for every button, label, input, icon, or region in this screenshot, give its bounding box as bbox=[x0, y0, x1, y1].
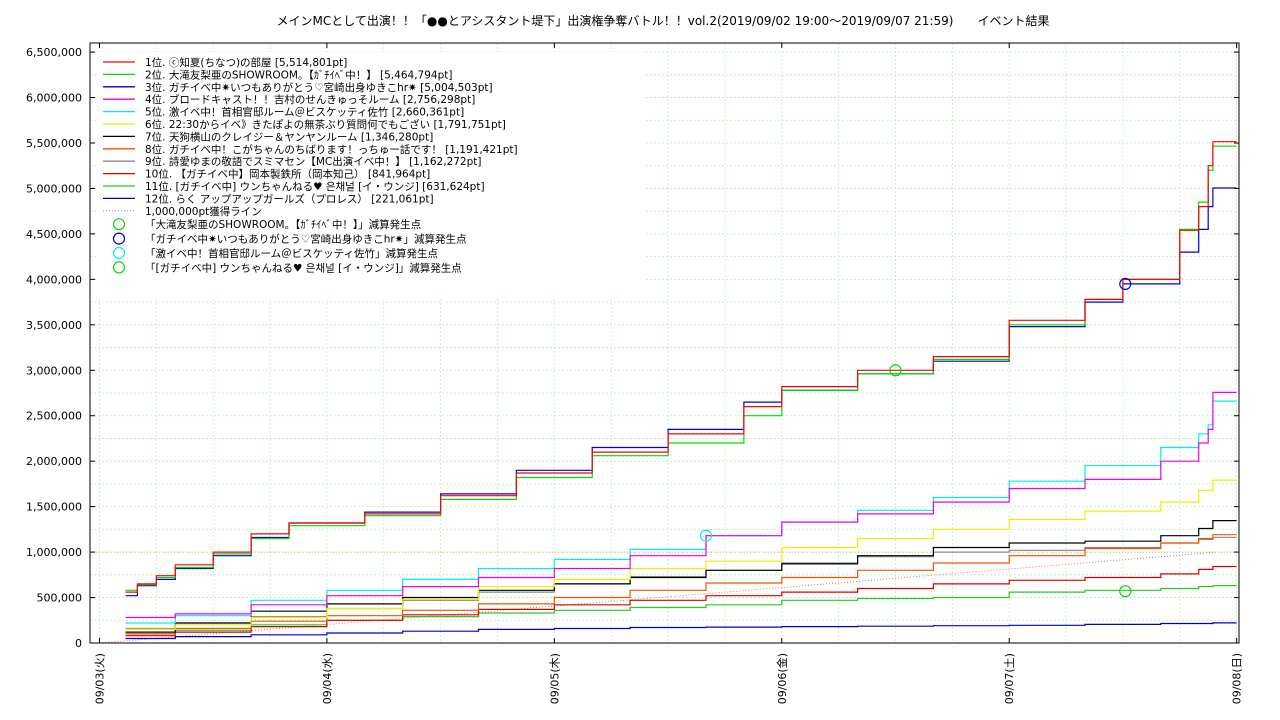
legend-label: 3位. ガチイベ中✷いつもありがとう♡宮崎出身ゆきこhr✷ [5,004,503… bbox=[145, 81, 493, 94]
legend-label: 1,000,000pt獲得ライン bbox=[145, 205, 262, 218]
series-line bbox=[125, 534, 1237, 635]
drop-marker bbox=[889, 364, 902, 377]
legend-label: 7位. 天狗横山のクレイジー＆ヤンヤンルーム [1,346,280pt] bbox=[145, 130, 433, 143]
legend-label: 1位. ⓒ知夏(ちなつ)の部屋 [5,514,801pt] bbox=[145, 56, 347, 69]
series-line bbox=[125, 622, 1237, 640]
legend-label: 「ガチイベ中✷いつもありがとう♡宮崎出身ゆきこhr✷」減算発生点 bbox=[145, 233, 466, 246]
series-line bbox=[125, 391, 1237, 619]
legend-label: 8位. ガチイベ中！こがちゃんのちばります！っちゅー話です！ [1,191,42… bbox=[145, 143, 518, 156]
legend-marker bbox=[112, 232, 126, 245]
y-tick-label: 4,500,000 bbox=[26, 228, 82, 241]
legend-label: 2位. 大滝友梨亜のSHOWROOM。【ｶﾞﾁｲﾍﾞ中！】 [5,464,794… bbox=[145, 68, 452, 81]
chart-title: メインMCとして出演！！「●●とアシスタント堤下」出演権争奪バトル！！vol.2… bbox=[277, 13, 1050, 28]
series-line bbox=[125, 141, 1237, 593]
legend: 1位. ⓒ知夏(ちなつ)の部屋 [5,514,801pt]2位. 大滝友梨亜のS… bbox=[96, 52, 646, 298]
legend-background bbox=[96, 52, 646, 298]
y-tick-label: 1,500,000 bbox=[26, 501, 82, 514]
reference-line bbox=[99, 551, 1218, 644]
legend-label: 10位. 【ガチイベ中】岡本製鉄所（岡本知己） [841,964pt] bbox=[145, 168, 430, 181]
y-tick-label: 6,500,000 bbox=[26, 46, 82, 59]
y-tick-label: 4,000,000 bbox=[26, 273, 82, 286]
legend-label: 5位. 激イベ中！首相官邸ルーム＠ビスケッティ佐竹 [2,660,361pt] bbox=[145, 106, 464, 119]
x-axis: 09/03(火) 09/04(水) 09/05(木) 09/06(金) 09/07(土)… bbox=[93, 43, 1244, 704]
x-tick-label: 09/07(土) bbox=[1003, 653, 1016, 704]
y-axis: 0 500,000 1,000,000 1,500,000 2,000,000 2,500… bbox=[26, 46, 1239, 650]
drop-marker bbox=[1119, 277, 1132, 291]
series-line bbox=[125, 536, 1237, 630]
legend-marker bbox=[112, 246, 126, 260]
y-tick-label: 1,000,000 bbox=[26, 546, 82, 559]
y-tick-label: 2,500,000 bbox=[26, 410, 82, 423]
y-tick-label: 6,000,000 bbox=[26, 92, 82, 105]
legend-label: 「[ガチイベ中] ウンちゃんねる♥ 은채널 [イ・ウンジ]」減算発生点 bbox=[145, 261, 462, 274]
drop-marker bbox=[699, 529, 713, 542]
series-line bbox=[125, 565, 1237, 637]
legend-label: 「激イベ中！首相官邸ルーム＠ビスケッティ佐竹」減算発生点 bbox=[145, 247, 438, 260]
marker-group bbox=[699, 277, 1132, 598]
x-tick-label: 09/04(水) bbox=[321, 653, 334, 704]
x-tick-label: 09/05(木) bbox=[548, 653, 561, 704]
legend-label: 6位. 22:30からイベ》きたぽよの無茶ぶり質問何でもござい [1,791,7… bbox=[145, 118, 506, 131]
y-tick-label: 5,000,000 bbox=[26, 182, 82, 195]
legend-label: 「大滝友梨亜のSHOWROOM。【ｶﾞﾁｲﾍﾞ中！】」減算発生点 bbox=[145, 218, 421, 231]
series-line bbox=[125, 520, 1237, 633]
legend-label: 9位. 詩愛ゆまの敬語でスミマセン【MC出演イベ中！】 [1,162,272pt… bbox=[145, 155, 482, 168]
y-tick-label: 500,000 bbox=[37, 592, 83, 605]
x-tick-label: 09/03(火) bbox=[93, 653, 106, 704]
plot-frame bbox=[89, 42, 1240, 644]
legend-label: 11位. [ガチイベ中] ウンちゃんねる♥ 은채널 [イ・ウンジ] [631,6… bbox=[145, 180, 485, 193]
x-tick-label: 09/08(日) bbox=[1231, 653, 1244, 704]
series-lines bbox=[125, 141, 1237, 640]
legend-label: 4位. ブロードキャスト！！吉村のせんきゅっそルーム [2,756,298pt] bbox=[145, 93, 475, 106]
drop-marker bbox=[1119, 585, 1132, 598]
y-tick-label: 2,000,000 bbox=[26, 455, 82, 468]
y-tick-label: 0 bbox=[75, 637, 82, 650]
y-tick-label: 5,500,000 bbox=[26, 137, 82, 150]
y-tick-label: 3,000,000 bbox=[26, 364, 82, 377]
reference-line-group bbox=[90, 551, 1239, 644]
series-line bbox=[125, 479, 1237, 630]
legend-label: 12位. らく アップアップガールズ（プロレス） [221,061pt] bbox=[145, 192, 434, 205]
x-tick-label: 09/06(金) bbox=[775, 653, 789, 704]
y-tick-label: 3,500,000 bbox=[26, 319, 82, 332]
legend-marker bbox=[112, 261, 126, 274]
legend-marker bbox=[112, 218, 126, 231]
